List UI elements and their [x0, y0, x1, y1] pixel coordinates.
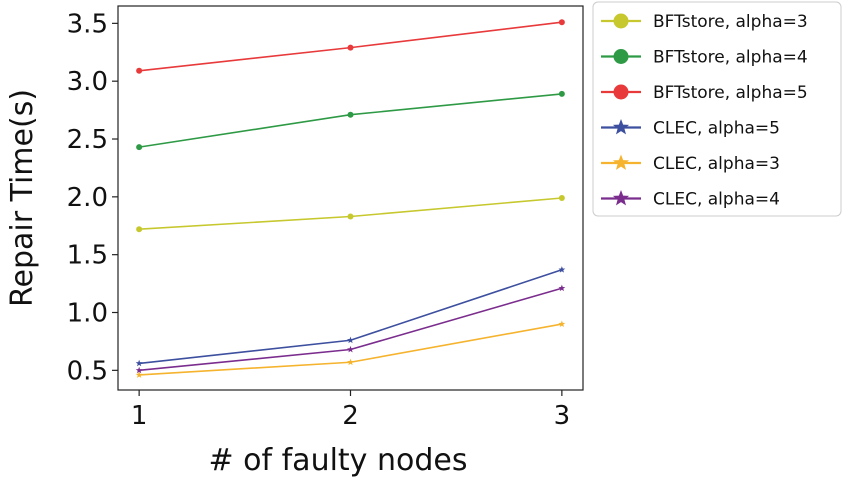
- y-tick-label: 1.0: [67, 299, 108, 329]
- data-point: [558, 90, 565, 97]
- legend-marker: [613, 13, 629, 29]
- data-point: [558, 320, 566, 327]
- y-tick-label: 2.0: [67, 183, 108, 213]
- data-point: [136, 226, 143, 233]
- x-tick-label: 1: [131, 401, 148, 431]
- legend-label: CLEC, alpha=4: [653, 190, 780, 210]
- legend-label: BFTstore, alpha=3: [653, 12, 808, 32]
- data-point: [135, 371, 143, 378]
- data-point: [558, 195, 565, 201]
- legend: BFTstore, alpha=3 BFTstore, alpha=4 BFTsto…: [592, 1, 842, 217]
- series: [136, 195, 565, 233]
- data-point: [347, 213, 354, 220]
- series: [136, 90, 565, 151]
- data-point: [347, 44, 354, 51]
- series: [135, 320, 566, 378]
- y-tick-label: 1.5: [67, 241, 108, 271]
- series: [135, 284, 566, 374]
- data-point: [136, 144, 143, 151]
- x-axis-title: # of faulty nodes: [209, 443, 468, 478]
- data-point: [558, 19, 565, 26]
- y-tick-label: 3.0: [67, 67, 108, 97]
- legend-marker: [612, 119, 630, 135]
- series-line: [139, 93, 562, 148]
- data-point: [558, 284, 566, 292]
- legend-marker: [612, 190, 630, 206]
- legend-label: CLEC, alpha=5: [653, 119, 780, 139]
- legend-box: [592, 1, 842, 217]
- x-axis: 1 2 3: [131, 390, 570, 431]
- y-tick-label: 2.5: [67, 125, 108, 155]
- data-point: [347, 345, 354, 353]
- legend-item: CLEC, alpha=5: [601, 119, 780, 139]
- data-point: [347, 358, 354, 366]
- series-layer: [135, 19, 566, 378]
- legend-item: CLEC, alpha=3: [601, 154, 780, 174]
- series: [135, 266, 566, 367]
- y-tick-label: 3.5: [67, 9, 108, 39]
- y-axis: 0.5 1.0 1.5 2.0 2.5 3.0 3.5: [67, 9, 118, 386]
- data-point: [347, 336, 354, 344]
- data-point: [558, 266, 566, 273]
- data-point: [347, 111, 354, 118]
- data-point: [135, 359, 143, 367]
- y-tick-label: 0.5: [67, 356, 108, 386]
- y-axis-title: Repair Time(s): [5, 89, 40, 307]
- legend-label: BFTstore, alpha=4: [653, 48, 808, 68]
- legend-marker: [613, 84, 629, 100]
- legend-item: BFTstore, alpha=5: [601, 83, 808, 103]
- legend-marker: [613, 49, 629, 64]
- legend-item: BFTstore, alpha=4: [601, 48, 808, 68]
- legend-marker: [612, 154, 630, 170]
- data-point: [136, 67, 143, 74]
- series-line: [139, 287, 563, 372]
- legend-item: BFTstore, alpha=3: [601, 12, 808, 32]
- legend-label: CLEC, alpha=3: [653, 154, 780, 174]
- legend-item: CLEC, alpha=4: [601, 190, 780, 210]
- x-tick-label: 3: [554, 401, 571, 431]
- series: [136, 19, 565, 74]
- x-tick-label: 2: [342, 401, 359, 431]
- legend-label: BFTstore, alpha=5: [653, 83, 808, 103]
- data-point: [135, 366, 143, 374]
